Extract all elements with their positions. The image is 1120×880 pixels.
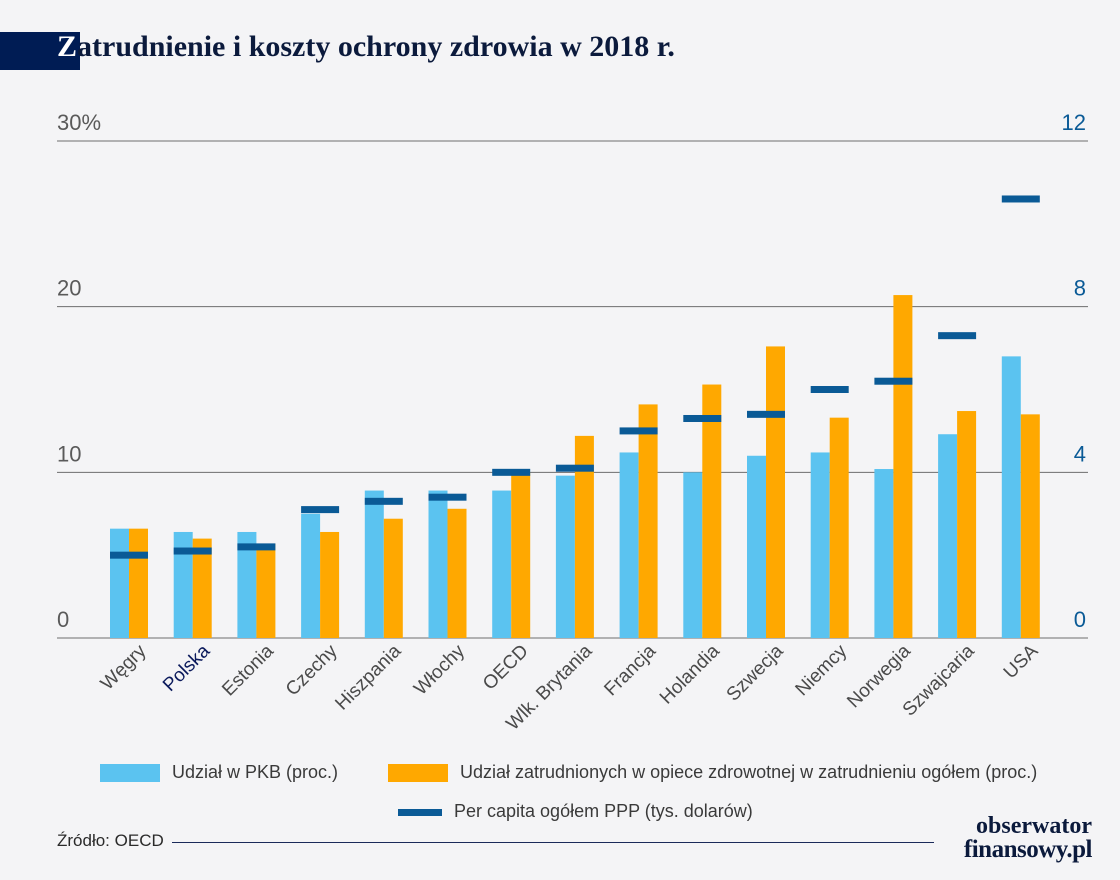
marker-per-capita [364,497,403,505]
marker-per-capita [492,468,531,476]
grid: 0 0 10 4 20 8 30% 12 [57,110,1088,639]
category-label: Włochy [410,640,469,699]
bar-employment [766,346,785,638]
bar-pkb [428,490,448,638]
bar-employment [383,518,403,638]
category-label: Niemcy [792,640,852,700]
bar-employment [893,295,913,638]
marker-per-capita [683,414,722,422]
bar-employment [129,528,148,638]
marker-per-capita [1001,195,1040,203]
legend-employment-swatch [388,764,448,783]
logo-line1: obserwator [976,813,1092,839]
legend-employment-label: Udział zatrudnionych w opiece zdrowotnej… [460,762,1038,782]
logo-line2: finansowy.pl [963,836,1093,863]
marker-per-capita [810,386,849,393]
bar-employment [256,543,276,638]
category-label: Węgry [97,640,151,694]
legend-per-capita-swatch [398,808,442,816]
y-right-tick-label: 4 [1074,441,1086,466]
y-left-tick-label: 10 [57,441,81,466]
category-label: Estonia [218,640,278,700]
marker-per-capita [874,377,913,385]
bar-pkb [110,528,129,638]
legend-pkb-swatch [100,764,160,783]
legend-per-capita-label: Per capita ogółem PPP (tys. dolarów) [454,801,753,821]
bars [110,295,1040,638]
marker-per-capita [555,464,594,472]
y-left-tick-label: 20 [57,276,81,301]
category-label: Hiszpania [331,640,405,714]
marker-per-capita [428,493,467,501]
legend-per-capita: Per capita ogółem PPP (tys. dolarów) [398,801,753,822]
y-right-tick-label: 0 [1074,607,1086,632]
category-label: OECD [479,641,533,695]
category-label: Polska [159,640,214,695]
bar-employment [320,531,340,638]
category-label: USA [1000,640,1043,683]
y-left-tick-label: 30% [57,110,101,135]
chart-title: Zatrudnienie i koszty ochrony zdrowia w … [57,30,675,64]
source: Źródło: OECD [57,831,164,850]
legend-pkb: Udział w PKB (proc.) [100,762,338,783]
bar-employment [192,538,212,638]
title-first-letter: Z [57,30,78,63]
marker-per-capita [619,427,658,435]
marker-per-capita [301,506,340,514]
legend-employment: Udział zatrudnionych w opiece zdrowotnej… [388,762,1037,783]
bar-pkb [619,452,639,638]
source-divider [172,842,934,843]
bar-employment [702,384,722,638]
bar-pkb [1001,356,1021,638]
marker-per-capita [747,410,785,418]
bar-employment [574,435,594,638]
y-right-tick-label: 12 [1062,110,1086,135]
bar-employment [511,472,531,638]
bar-employment [1020,414,1040,638]
bar-pkb [810,452,830,638]
bar-pkb [555,475,575,638]
bar-employment [829,417,849,638]
bar-pkb [237,531,257,638]
bar-pkb [938,434,958,638]
logo: obserwator finansowy.pl [952,813,1093,863]
marker-per-capita [110,551,148,559]
marker-per-capita [173,547,212,555]
bar-pkb [301,513,321,638]
bar-pkb [683,472,703,638]
bar-pkb [173,531,193,638]
category-label: Szwecja [723,640,788,705]
marker-per-capita [237,543,276,551]
legend-pkb-label: Udział w PKB (proc.) [172,762,339,782]
category-label: Francja [600,640,660,700]
bar-employment [957,411,977,638]
bar-employment [638,404,658,638]
bar-pkb [747,455,766,638]
category-label: Holandia [656,640,724,708]
bar-employment [447,508,467,638]
title-bar [0,32,80,70]
y-right-tick-label: 8 [1074,276,1086,301]
title-rest: atrudnienie i koszty ochrony zdrowia w 2… [77,30,675,63]
bar-pkb [364,490,384,638]
bar-pkb [874,469,894,638]
category-label: Czechy [282,640,342,700]
markers [110,195,1040,559]
bar-pkb [492,490,512,638]
y-left-tick-label: 0 [57,607,69,632]
marker-per-capita [938,332,977,340]
